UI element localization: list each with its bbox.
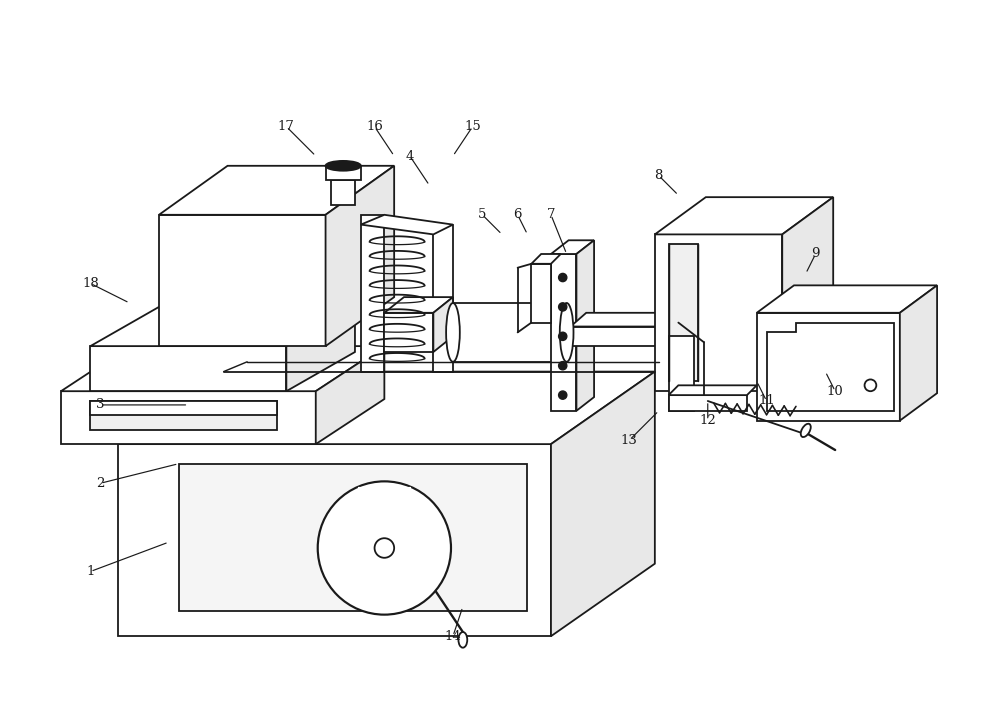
Circle shape xyxy=(865,379,876,391)
Ellipse shape xyxy=(326,161,361,170)
Polygon shape xyxy=(90,346,286,391)
Polygon shape xyxy=(384,313,433,352)
Text: 9: 9 xyxy=(811,248,820,260)
Polygon shape xyxy=(669,395,747,411)
Polygon shape xyxy=(118,444,551,636)
Polygon shape xyxy=(90,401,277,430)
Text: 7: 7 xyxy=(547,208,555,221)
Ellipse shape xyxy=(801,424,811,437)
Text: 16: 16 xyxy=(366,120,383,133)
Polygon shape xyxy=(61,346,384,391)
Circle shape xyxy=(375,538,394,558)
Polygon shape xyxy=(331,180,355,205)
Polygon shape xyxy=(551,372,655,636)
Polygon shape xyxy=(688,313,704,346)
Text: 3: 3 xyxy=(96,398,104,411)
Text: 5: 5 xyxy=(478,208,487,221)
Polygon shape xyxy=(900,285,937,420)
Polygon shape xyxy=(551,254,576,411)
Text: 14: 14 xyxy=(445,629,461,643)
Text: 17: 17 xyxy=(278,120,295,133)
Text: 6: 6 xyxy=(513,208,522,221)
Polygon shape xyxy=(531,264,551,322)
Polygon shape xyxy=(655,197,833,234)
Circle shape xyxy=(559,303,567,311)
Polygon shape xyxy=(576,240,594,411)
Polygon shape xyxy=(757,285,937,313)
Text: 13: 13 xyxy=(621,434,638,447)
Polygon shape xyxy=(571,313,704,327)
Polygon shape xyxy=(433,225,453,372)
Polygon shape xyxy=(326,166,394,346)
Polygon shape xyxy=(767,322,894,411)
Polygon shape xyxy=(669,337,694,411)
Polygon shape xyxy=(326,166,361,180)
Polygon shape xyxy=(531,254,561,264)
Circle shape xyxy=(559,332,567,341)
Polygon shape xyxy=(90,307,355,346)
Circle shape xyxy=(318,482,451,615)
Polygon shape xyxy=(757,313,900,420)
Text: 8: 8 xyxy=(655,169,663,182)
Text: 18: 18 xyxy=(82,277,99,290)
Polygon shape xyxy=(453,303,567,362)
Polygon shape xyxy=(316,346,384,444)
Polygon shape xyxy=(571,327,688,346)
Polygon shape xyxy=(361,215,453,234)
Polygon shape xyxy=(433,297,453,352)
Text: 10: 10 xyxy=(827,384,844,398)
Ellipse shape xyxy=(458,632,467,648)
Text: 2: 2 xyxy=(96,477,104,490)
Polygon shape xyxy=(286,307,355,391)
Ellipse shape xyxy=(560,303,574,362)
Text: 1: 1 xyxy=(86,565,95,578)
Polygon shape xyxy=(655,234,782,391)
Polygon shape xyxy=(159,166,394,215)
Circle shape xyxy=(559,362,567,370)
Text: 4: 4 xyxy=(406,149,414,163)
Polygon shape xyxy=(361,215,384,372)
Text: 11: 11 xyxy=(758,394,775,408)
Polygon shape xyxy=(61,391,316,444)
Ellipse shape xyxy=(446,303,460,362)
Polygon shape xyxy=(384,297,453,313)
Polygon shape xyxy=(179,464,527,610)
Polygon shape xyxy=(90,401,277,415)
Circle shape xyxy=(559,273,567,282)
Circle shape xyxy=(559,391,567,399)
Polygon shape xyxy=(118,372,655,444)
Polygon shape xyxy=(782,197,833,391)
Polygon shape xyxy=(159,215,326,346)
Text: 12: 12 xyxy=(699,414,716,427)
Text: 15: 15 xyxy=(464,120,481,133)
Polygon shape xyxy=(669,385,757,395)
Polygon shape xyxy=(669,244,698,382)
Polygon shape xyxy=(551,240,594,254)
